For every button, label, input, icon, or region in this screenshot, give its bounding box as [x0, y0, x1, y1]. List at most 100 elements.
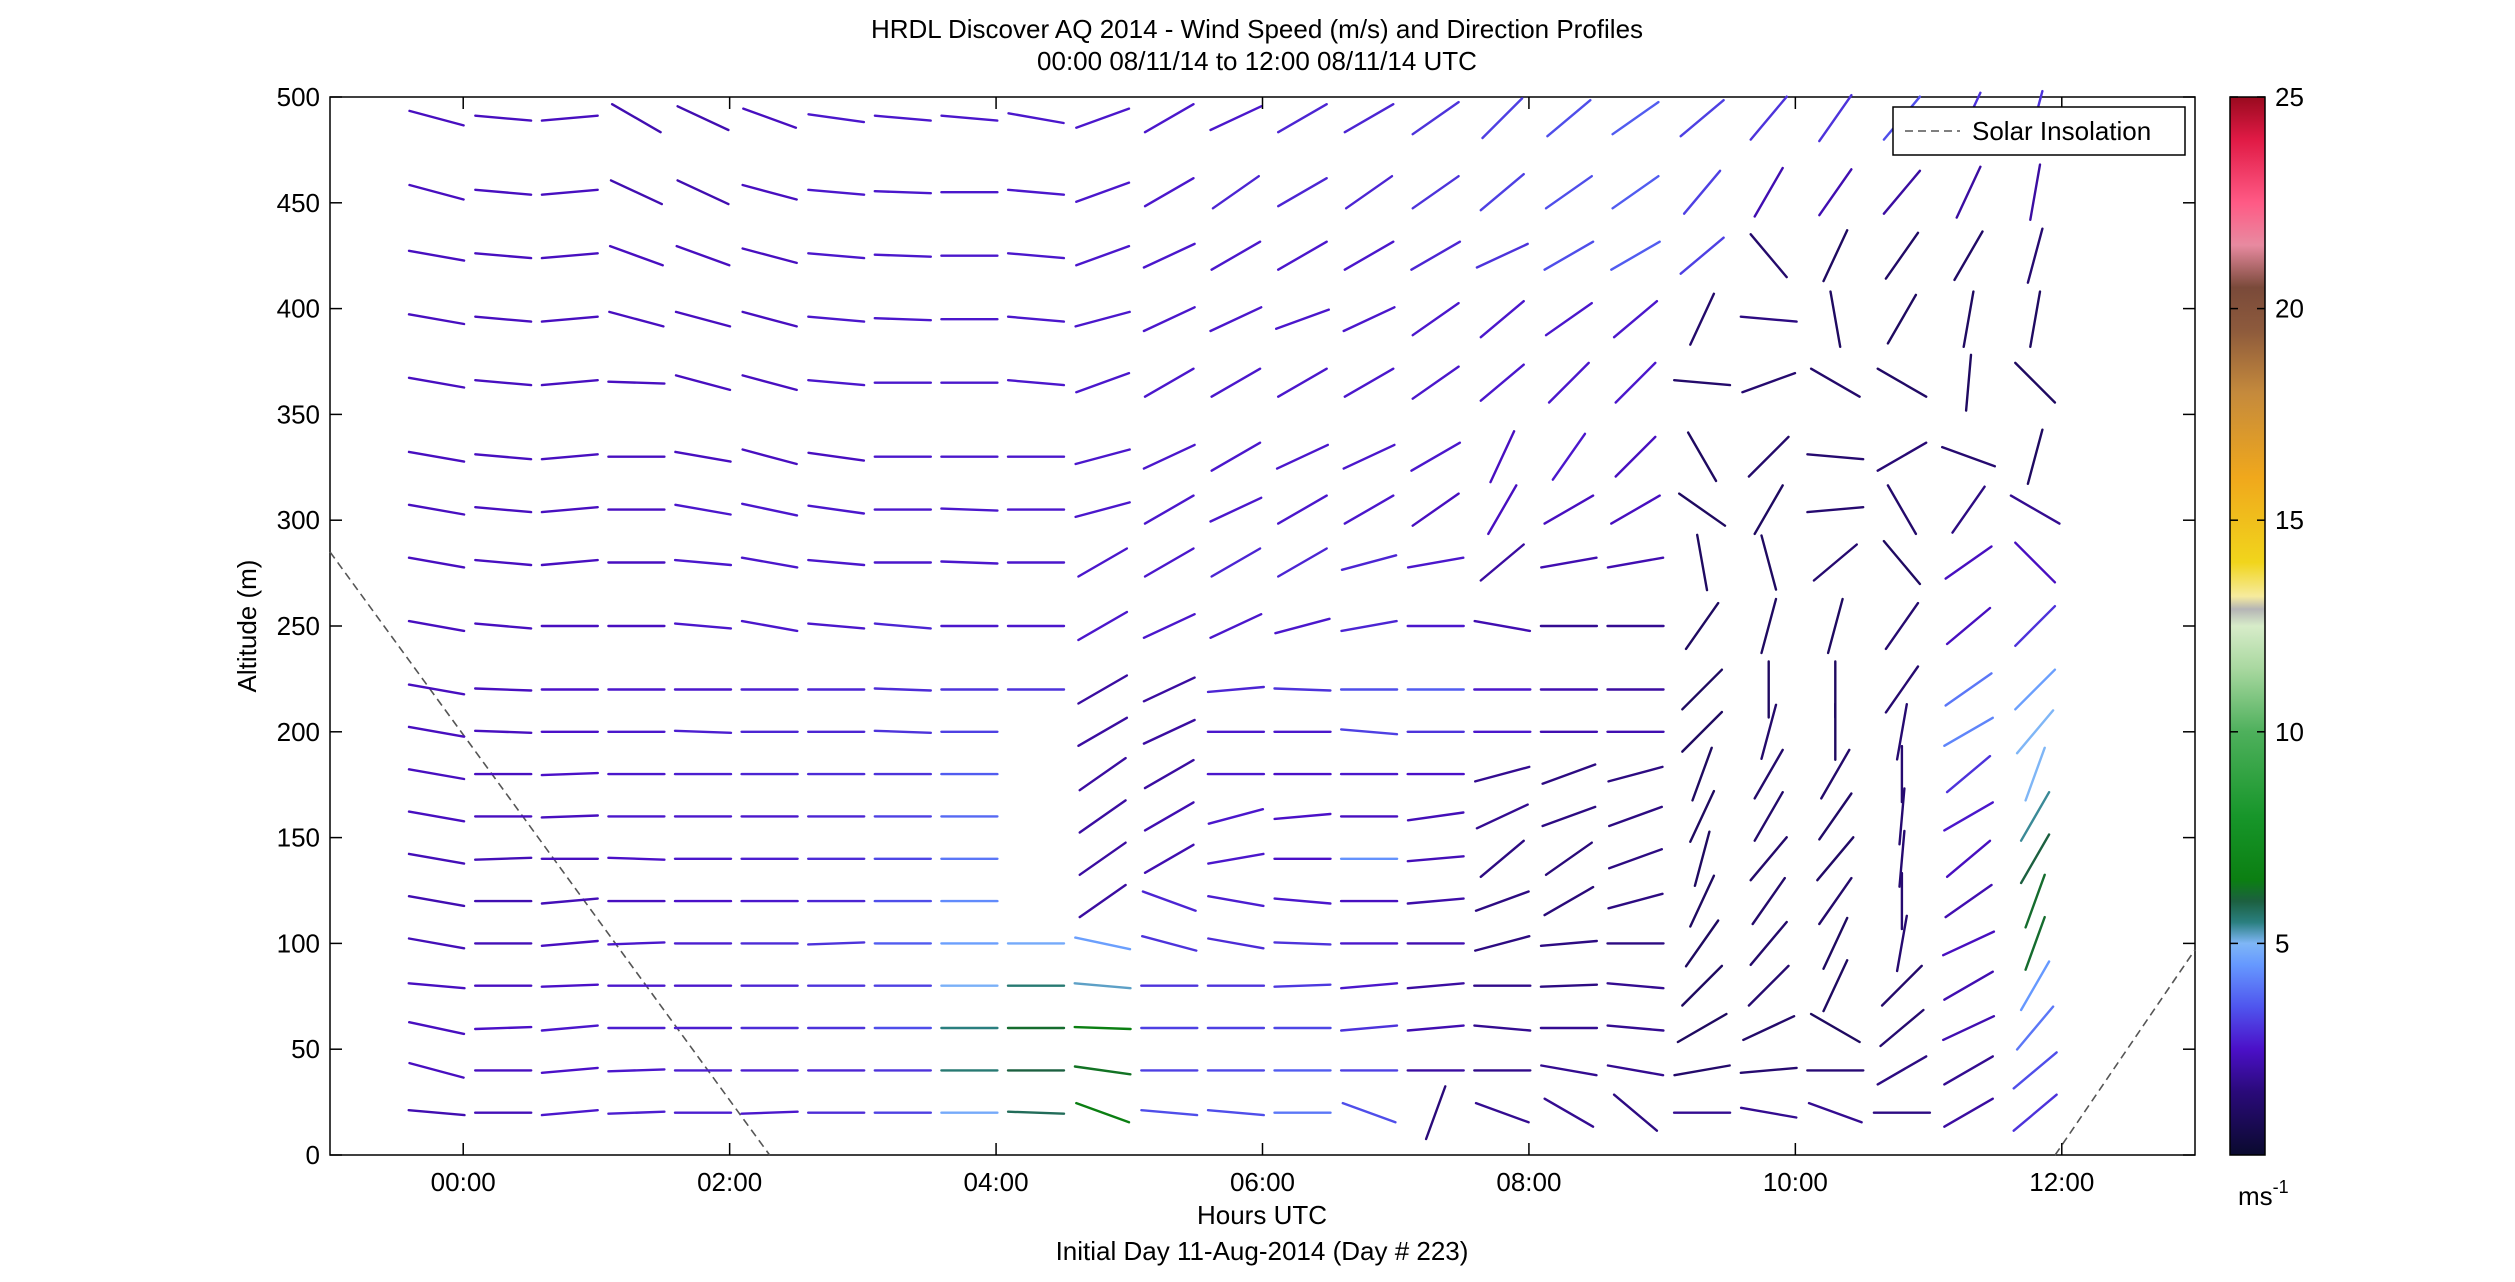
wind-segment [1951, 485, 1986, 534]
wind-segment [1273, 897, 1332, 905]
wind-segment [1143, 758, 1195, 790]
wind-segment [873, 114, 932, 122]
wind-segment [1806, 506, 1865, 514]
wind-segment [408, 183, 465, 201]
wind-segment [940, 507, 999, 512]
wind-segment [807, 252, 866, 260]
wind-segment [1406, 556, 1465, 569]
wind-segment [1343, 494, 1395, 525]
wind-segment [540, 506, 599, 514]
wind-segment [1273, 812, 1332, 821]
wind-segment [540, 1108, 599, 1117]
wind-segment [1406, 855, 1465, 863]
wind-segment [1879, 1008, 1925, 1048]
wind-segment [1406, 811, 1465, 822]
wind-segment [1822, 959, 1849, 1013]
wind-segment [2026, 428, 2044, 485]
wind-segment [1006, 379, 1066, 387]
legend-label-solar-insolation: Solar Insolation [1972, 116, 2151, 146]
wind-segment [1882, 539, 1922, 586]
wind-segment [1682, 169, 1722, 215]
wind-segment [873, 687, 932, 692]
wind-segment [1142, 613, 1196, 639]
wind-segment [1882, 169, 1922, 215]
wind-segment [673, 729, 733, 734]
wind-segment [741, 183, 798, 201]
wind-segment [2014, 361, 2057, 404]
wind-segment [1541, 805, 1597, 828]
wind-segment [1546, 98, 1592, 138]
wind-segment [407, 376, 466, 389]
wind-segment [474, 1025, 533, 1031]
wind-segment [1276, 547, 1328, 578]
wind-segment [1753, 748, 1784, 800]
wind-segment [1679, 236, 1725, 275]
x-axis-sublabel: Initial Day 11-Aug-2014 (Day # 223) [1056, 1236, 1469, 1266]
solar-insolation-line [329, 551, 771, 1156]
wind-segment [1940, 445, 1997, 468]
wind-segment [1818, 93, 1853, 143]
wind-segment [1944, 672, 1993, 707]
wind-segment [1479, 543, 1525, 582]
wind-segment [407, 937, 466, 950]
wind-segment [1753, 484, 1784, 536]
wind-segment [1078, 841, 1127, 876]
wind-segment [1075, 181, 1131, 204]
wind-segment [1143, 801, 1195, 832]
wind-segment [407, 556, 466, 569]
wind-segment [1760, 597, 1778, 655]
wind-segment [1964, 353, 1973, 412]
wind-segment [1142, 718, 1196, 745]
wind-segment [2015, 1005, 2055, 1051]
y-tick-label: 450 [277, 188, 320, 218]
wind-segment [1753, 166, 1784, 218]
wind-segment [1078, 883, 1127, 919]
wind-segment [540, 939, 599, 947]
wind-segment [1207, 808, 1265, 825]
wind-segment [610, 102, 662, 134]
x-tick-label: 04:00 [964, 1167, 1029, 1197]
wind-segment [740, 1110, 799, 1115]
wind-segment [1818, 792, 1853, 841]
wind-segment [873, 729, 932, 734]
wind-segment [608, 244, 664, 267]
wind-segment [1689, 789, 1716, 843]
colorbar-tick-label: 25 [2275, 82, 2304, 112]
wind-segment [1143, 102, 1195, 134]
wind-segment [1073, 1065, 1132, 1076]
wind-segment [1074, 936, 1132, 951]
wind-segment [1686, 431, 1718, 483]
wind-segment [2015, 709, 2055, 755]
wind-segment [1077, 610, 1129, 642]
wind-segment [1206, 1108, 1266, 1117]
wind-segment [1806, 453, 1865, 461]
wind-segment [1075, 371, 1131, 394]
wind-segment [474, 114, 533, 122]
wind-segment [1689, 292, 1716, 346]
wind-segment [1695, 533, 1709, 592]
wind-segment [1816, 836, 1855, 882]
wind-segment [1741, 371, 1797, 394]
wind-segment [1551, 432, 1587, 481]
y-tick-label: 0 [306, 1140, 320, 1170]
wind-segment [474, 379, 533, 387]
wind-segment [1829, 290, 1842, 348]
wind-segment [407, 1108, 466, 1117]
wind-segment [1406, 982, 1465, 990]
wind-segment [1273, 941, 1332, 946]
wind-segment [1475, 803, 1529, 830]
wind-segment [1812, 543, 1859, 582]
wind-segment [1606, 556, 1665, 569]
y-tick-label: 150 [277, 823, 320, 853]
wind-segment [407, 810, 466, 823]
wind-segment [1210, 367, 1262, 398]
wind-segment [674, 310, 732, 328]
wind-segment [1753, 791, 1784, 842]
legend-box [1892, 106, 2186, 156]
wind-segment [1672, 379, 1732, 387]
wind-segment [407, 982, 466, 990]
wind-segment [540, 114, 599, 122]
wind-segment [807, 941, 866, 946]
wind-segment [1343, 367, 1395, 398]
